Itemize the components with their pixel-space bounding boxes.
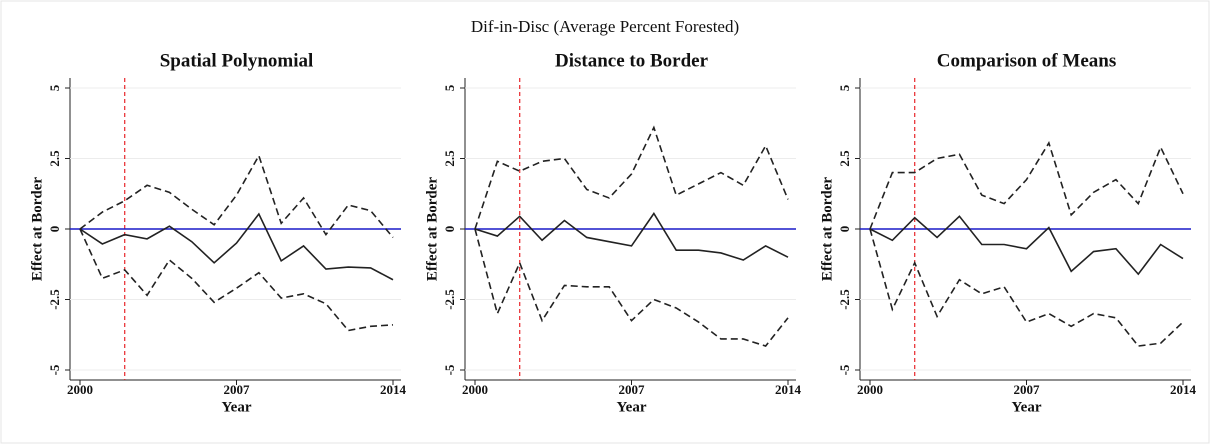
- ci-line: [474, 125, 789, 230]
- x-tick-label: 2007: [619, 382, 646, 397]
- y-axis-label: Effect at Border: [819, 177, 835, 281]
- ci-line: [474, 228, 789, 347]
- y-axis-label: Effect at Border: [29, 177, 45, 281]
- y-tick-label: 5: [837, 84, 852, 91]
- y-tick-label: 2.5: [442, 150, 457, 167]
- panel-title: Spatial Polynomial: [160, 50, 314, 71]
- x-tick-label: 2007: [224, 382, 251, 397]
- y-tick-label: 0: [442, 226, 457, 233]
- x-axis-label: Year: [222, 399, 252, 415]
- panel-title: Distance to Border: [555, 50, 709, 71]
- x-axis-label: Year: [617, 399, 647, 415]
- y-tick-label: 0: [837, 226, 852, 233]
- y-tick-label: -5: [837, 364, 852, 375]
- y-tick-label: 5: [47, 84, 62, 91]
- y-tick-label: 5: [442, 84, 457, 91]
- x-tick-label: 2014: [1170, 382, 1197, 397]
- ci-line: [869, 228, 1184, 347]
- y-axis-label: Effect at Border: [424, 177, 440, 281]
- x-tick-label: 2014: [775, 382, 802, 397]
- y-tick-label: -5: [47, 364, 62, 375]
- figure-title: Dif-in-Disc (Average Percent Forested): [471, 17, 739, 36]
- x-tick-label: 2000: [67, 382, 93, 397]
- x-tick-label: 2000: [462, 382, 488, 397]
- estimate-line: [79, 212, 394, 281]
- y-tick-label: -2.5: [442, 289, 457, 310]
- y-tick-label: -2.5: [47, 289, 62, 310]
- y-tick-label: -5: [442, 364, 457, 375]
- y-tick-label: 2.5: [837, 150, 852, 167]
- ci-line: [869, 141, 1184, 230]
- panel-title: Comparison of Means: [937, 50, 1116, 71]
- y-tick-label: -2.5: [837, 289, 852, 310]
- x-tick-label: 2007: [1014, 382, 1041, 397]
- ci-line: [79, 228, 394, 332]
- estimate-line: [869, 215, 1184, 276]
- x-tick-label: 2000: [857, 382, 883, 397]
- y-tick-label: 2.5: [47, 150, 62, 167]
- y-tick-label: 0: [47, 226, 62, 233]
- estimate-line: [474, 212, 789, 261]
- x-tick-label: 2014: [380, 382, 407, 397]
- x-axis-label: Year: [1012, 399, 1042, 415]
